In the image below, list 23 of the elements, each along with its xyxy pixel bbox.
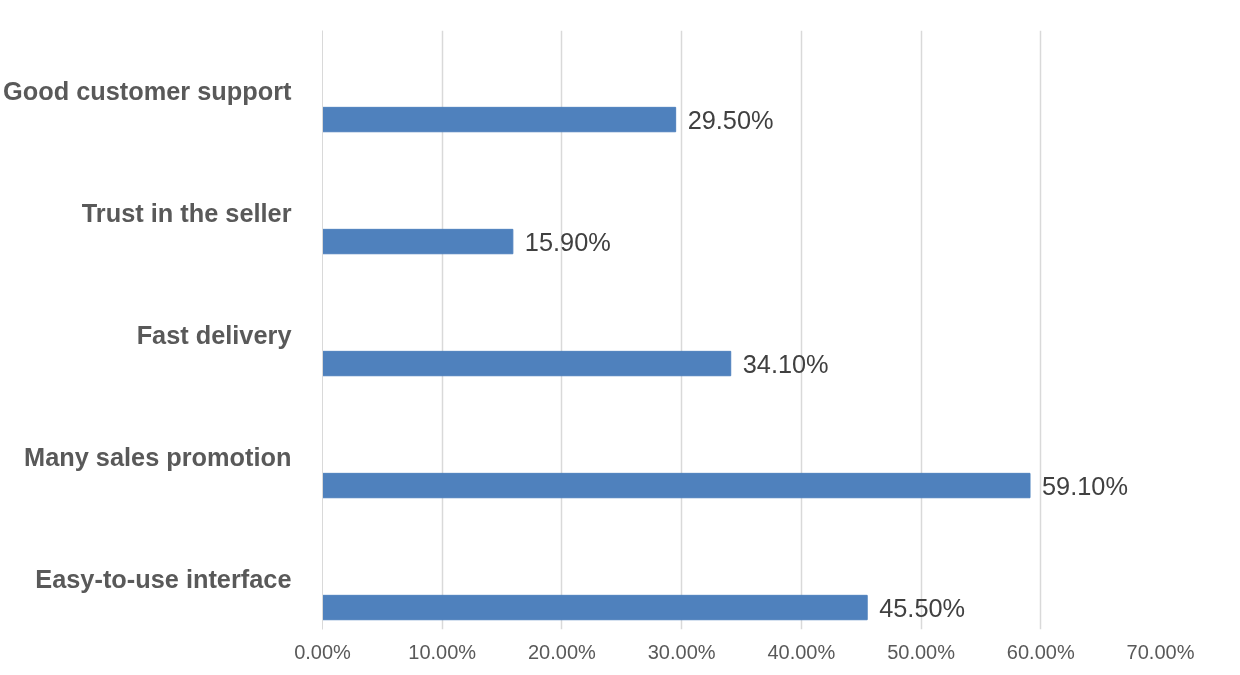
x-tick-label: 30.00% (647, 640, 716, 663)
x-tick-label: 40.00% (767, 640, 836, 663)
x-tick-label: 60.00% (1006, 640, 1075, 663)
y-tick-label: Fast delivery (136, 321, 292, 350)
bar (322, 350, 732, 377)
x-tick-label: 70.00% (1126, 640, 1195, 663)
y-tick-label: Good customer support (3, 77, 293, 106)
y-tick-label: Easy-to-use interface (35, 565, 292, 594)
data-label: 59.10% (1042, 471, 1128, 500)
x-tick-label: 20.00% (528, 640, 597, 663)
data-label: 29.50% (687, 105, 774, 134)
x-tick-label: 50.00% (887, 640, 956, 663)
data-label: 45.50% (879, 593, 966, 622)
bar (322, 594, 868, 621)
data-label: 15.90% (524, 227, 611, 256)
x-tick-label: 10.00% (408, 640, 477, 663)
y-tick-label: Trust in the seller (81, 199, 292, 228)
y-tick-label: Many sales promotion (24, 443, 292, 472)
x-tick-label: 0.00% (294, 640, 352, 663)
data-label: 34.10% (742, 349, 829, 378)
bar (322, 106, 677, 133)
bar (322, 472, 1031, 499)
bar (322, 228, 514, 255)
